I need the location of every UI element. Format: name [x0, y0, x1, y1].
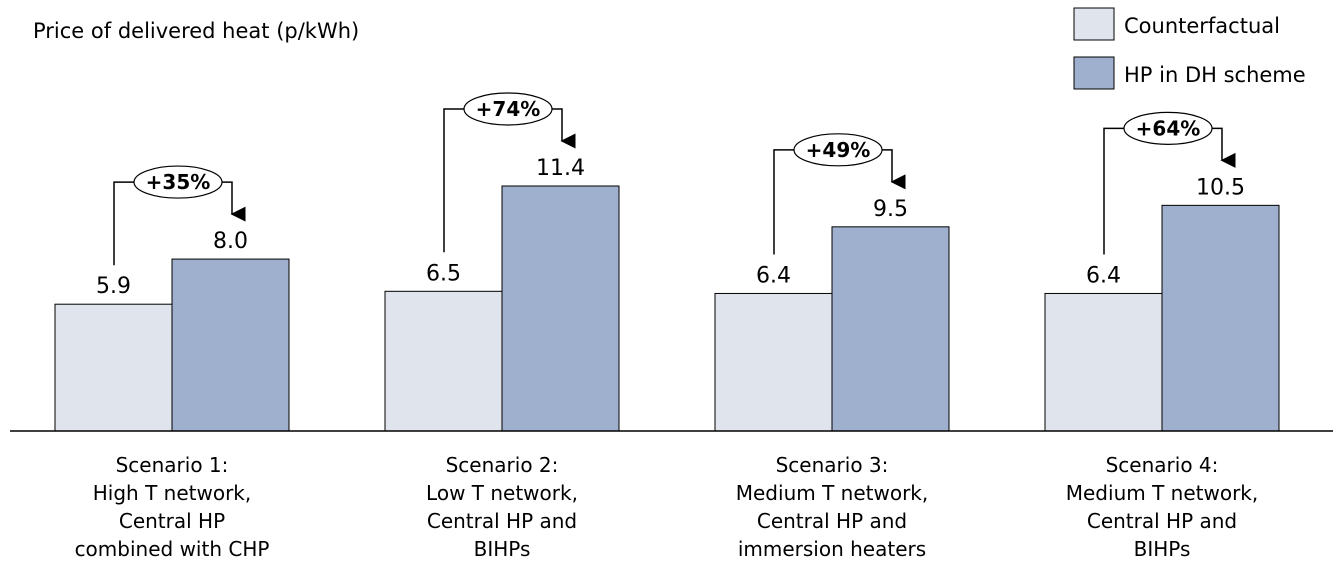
increase-badge-scenario-2	[463, 92, 553, 126]
value-label-counterfactual-scenario-1: 5.9	[96, 274, 131, 299]
category-label-line: immersion heaters	[738, 537, 926, 561]
legend-swatch-hp-in-dh-scheme	[1073, 56, 1115, 90]
category-label-line: Scenario 1:	[116, 453, 229, 477]
increase-label-scenario-4: +64%	[1136, 116, 1201, 140]
value-label-hp-in-dh-scheme-scenario-2: 11.4	[536, 156, 585, 181]
category-label-line: BIHPs	[474, 537, 531, 561]
increase-label-scenario-3: +49%	[806, 138, 871, 162]
category-label-line: combined with CHP	[75, 537, 270, 561]
increase-badge-scenario-1	[133, 165, 223, 199]
category-label-line: Scenario 2:	[446, 453, 559, 477]
bar-counterfactual-scenario-4	[1044, 292, 1163, 432]
increase-badge-scenario-3	[793, 133, 883, 167]
chart-title: Price of delivered heat (p/kWh)	[33, 19, 359, 43]
bar-counterfactual-scenario-1	[54, 303, 173, 432]
category-label-line: Central HP and	[427, 509, 577, 533]
value-label-counterfactual-scenario-2: 6.5	[426, 261, 461, 286]
value-label-hp-in-dh-scheme-scenario-3: 9.5	[873, 197, 908, 222]
value-label-counterfactual-scenario-4: 6.4	[1086, 263, 1121, 288]
bar-hp-in-dh-scheme-scenario-2	[501, 185, 620, 432]
category-label-line: High T network,	[93, 481, 251, 505]
legend-swatch-counterfactual	[1073, 7, 1115, 41]
legend-label-hp-in-dh-scheme: HP in DH scheme	[1124, 63, 1306, 87]
category-label-scenario-1: Scenario 1: High T network, Central HP comb…	[75, 453, 270, 561]
x-axis-labels: Scenario 1: High T network, Central HP comb…	[75, 453, 1259, 561]
category-label-line: Central HP	[119, 509, 225, 533]
legend-label-counterfactual: Counterfactual	[1124, 14, 1280, 38]
category-label-scenario-3: Scenario 3: Medium T network, Central HP a…	[736, 453, 928, 561]
category-label-line: Central HP and	[757, 509, 907, 533]
bar-hp-in-dh-scheme-scenario-3	[831, 226, 950, 432]
value-label-counterfactual-scenario-3: 6.4	[756, 263, 791, 288]
increase-badge-scenario-4	[1123, 111, 1213, 145]
category-label-line: Medium T network,	[1066, 481, 1258, 505]
category-label-line: Central HP and	[1087, 509, 1237, 533]
increase-label-scenario-1: +35%	[146, 170, 211, 194]
bars-group: 5.9 8.0 6.5 11.4 6.4 9.5 6.4 10.5	[54, 156, 1280, 432]
category-label-line: Medium T network,	[736, 481, 928, 505]
category-label-scenario-4: Scenario 4: Medium T network, Central HP a…	[1066, 453, 1258, 561]
category-label-line: BIHPs	[1134, 537, 1191, 561]
category-label-line: Scenario 4:	[1106, 453, 1219, 477]
bar-counterfactual-scenario-3	[714, 292, 833, 432]
bar-counterfactual-scenario-2	[384, 290, 503, 432]
category-label-line: Low T network,	[426, 481, 578, 505]
category-label-scenario-2: Scenario 2: Low T network, Central HP and B…	[426, 453, 578, 561]
bar-hp-in-dh-scheme-scenario-4	[1161, 204, 1280, 432]
increase-label-scenario-2: +74%	[476, 97, 541, 121]
bar-hp-in-dh-scheme-scenario-1	[171, 258, 290, 432]
category-label-line: Scenario 3:	[776, 453, 889, 477]
increase-annotations: +35% +74% +49% +64%	[113, 92, 1236, 266]
legend: Counterfactual HP in DH scheme	[1073, 7, 1306, 90]
value-label-hp-in-dh-scheme-scenario-4: 10.5	[1196, 175, 1245, 200]
value-label-hp-in-dh-scheme-scenario-1: 8.0	[213, 229, 248, 254]
